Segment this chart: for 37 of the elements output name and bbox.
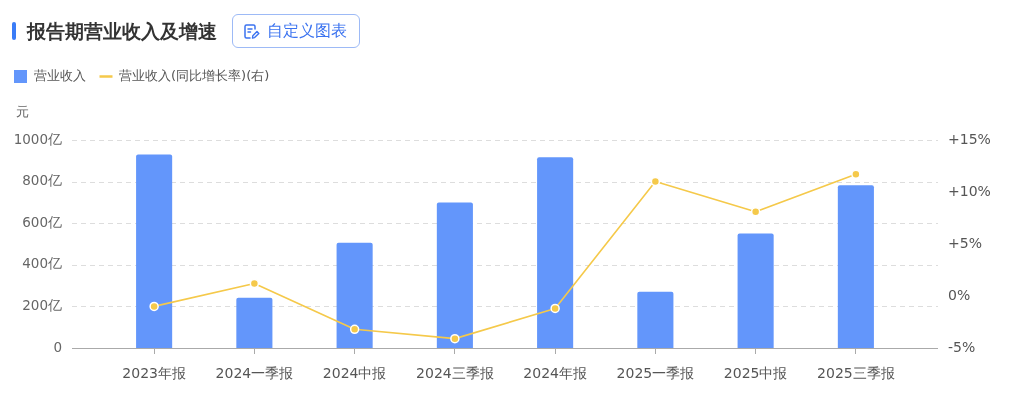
x-tick-label: 2024中报 (322, 365, 387, 382)
y-tick-label: 400亿 (22, 255, 62, 272)
point (149, 301, 159, 312)
bar (336, 242, 373, 348)
y2-tick-label: +5% (948, 234, 982, 251)
x-tick-label: 2025一季报 (616, 365, 695, 382)
legend-label: 营业收入 (33, 67, 86, 83)
point (750, 207, 761, 217)
y-tick-label: 1000亿 (13, 130, 62, 147)
bar (837, 185, 874, 348)
x-tick-label: 2025中报 (723, 365, 788, 382)
y-tick-label: 0 (53, 338, 62, 355)
bar (436, 202, 473, 348)
y2-tick-label: +15% (948, 130, 991, 147)
point (450, 333, 460, 344)
x-tick-label: 2024年报 (523, 365, 587, 382)
chart-title: 报告期营业收入及增速 (27, 19, 217, 44)
point (349, 324, 360, 335)
bar (136, 154, 173, 348)
y-tick-label: 200亿 (22, 296, 62, 313)
bar (537, 157, 574, 348)
x-tick-label: 2024一季报 (215, 365, 294, 382)
y2-tick-label: 0% (948, 286, 971, 303)
legend-label: 营业收入(同比增长率)(右) (119, 67, 270, 83)
y2-tick-label: -5% (948, 338, 976, 355)
bar (637, 291, 674, 348)
y-tick-label: 800亿 (22, 172, 62, 189)
x-tick-label: 2023年报 (122, 365, 186, 382)
x-tick-label: 2024三季报 (416, 365, 494, 382)
bar (737, 233, 774, 348)
x-tick-label: 2025三季报 (817, 365, 895, 382)
point (550, 303, 560, 314)
y-axis-title: 元 (16, 104, 29, 120)
y2-tick-label: +10% (948, 182, 991, 199)
bar (236, 297, 273, 348)
y-tick-label: 600亿 (22, 213, 62, 230)
custom-chart-button[interactable]: 自定义图表 (232, 14, 360, 48)
